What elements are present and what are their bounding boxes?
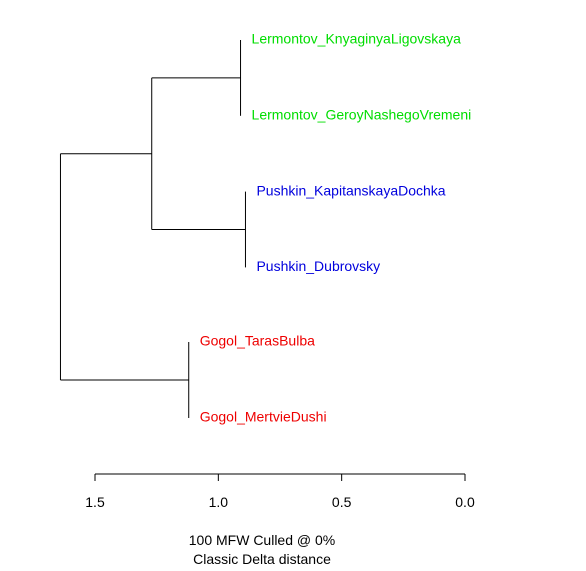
axis-tick-label-3: 0.0 bbox=[455, 494, 475, 510]
dendrogram-branches bbox=[59, 40, 246, 418]
distance-axis: 1.5 1.0 0.5 0.0 bbox=[85, 473, 475, 510]
axis-tick-label-0: 1.5 bbox=[85, 494, 105, 510]
leaf-label-lermontov-knyaginyaligovskaya: Lermontov_KnyaginyaLigovskaya bbox=[252, 31, 462, 47]
axis-tick-label-2: 0.5 bbox=[332, 494, 352, 510]
leaf-label-pushkin-dubrovsky: Pushkin_Dubrovsky bbox=[256, 258, 380, 274]
leaf-label-gogol-tarasbulba: Gogol_TarasBulba bbox=[200, 333, 315, 349]
caption-mfw: 100 MFW Culled @ 0% bbox=[189, 532, 335, 548]
leaf-label-pushkin-kapitanskayadochka: Pushkin_KapitanskayaDochka bbox=[256, 182, 445, 198]
caption-distance-method: Classic Delta distance bbox=[193, 551, 331, 567]
leaf-labels: Lermontov_KnyaginyaLigovskaya Lermontov_G… bbox=[200, 31, 472, 425]
axis-tick-label-1: 1.0 bbox=[209, 494, 229, 510]
leaf-label-gogol-mertviedushi: Gogol_MertvieDushi bbox=[200, 409, 327, 425]
leaf-label-lermontov-geroynashegovremeni: Lermontov_GeroyNashegoVremeni bbox=[252, 107, 472, 123]
